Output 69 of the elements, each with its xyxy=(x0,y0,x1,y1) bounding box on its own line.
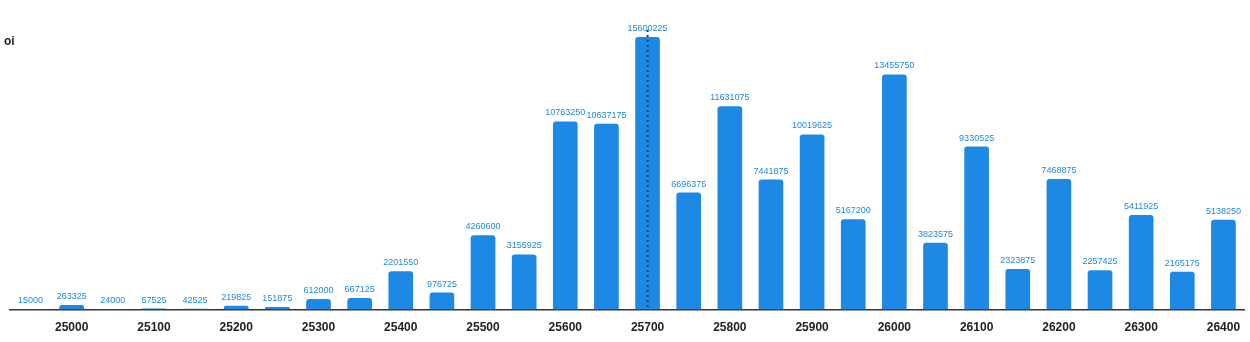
bar xyxy=(1128,215,1154,310)
data-label: 5167200 xyxy=(835,205,871,216)
x-tick-label: 26400 xyxy=(1206,320,1241,335)
x-tick-label: 25500 xyxy=(466,320,501,335)
data-label: 612000 xyxy=(303,284,334,295)
x-tick-label: 25100 xyxy=(137,320,171,335)
data-label: 7441875 xyxy=(753,165,789,176)
bar xyxy=(1087,270,1113,310)
data-label: 10763250 xyxy=(545,107,586,118)
bar xyxy=(594,123,619,310)
data-label: 11631075 xyxy=(710,92,750,103)
data-label: 3823575 xyxy=(917,228,954,239)
bar xyxy=(635,36,660,310)
data-label: 42525 xyxy=(182,294,208,305)
x-tick-label: 25900 xyxy=(795,320,830,335)
data-label: 15000 xyxy=(18,295,44,306)
x-tick-label: 25000 xyxy=(55,320,89,335)
data-label: 5138250 xyxy=(1205,205,1241,216)
bar xyxy=(882,74,907,310)
x-tick-label: 26300 xyxy=(1124,320,1159,335)
data-label: 6696375 xyxy=(671,178,707,189)
x-tick-label: 26100 xyxy=(959,320,994,335)
bar xyxy=(347,297,372,310)
data-label: 10019625 xyxy=(792,120,833,131)
data-label: 2257425 xyxy=(1082,256,1118,267)
bar xyxy=(758,179,784,310)
bar xyxy=(1211,219,1236,310)
x-tick-label: 25600 xyxy=(548,320,583,335)
bar xyxy=(429,292,455,310)
y-axis-title: oi xyxy=(4,34,15,49)
x-tick-label: 26200 xyxy=(1042,320,1076,335)
x-tick-label: 25400 xyxy=(384,320,418,335)
data-label: 4260600 xyxy=(465,221,501,232)
x-tick-label: 25800 xyxy=(713,320,747,335)
data-label: 10637175 xyxy=(586,109,627,120)
bar xyxy=(676,192,702,310)
bar xyxy=(964,146,989,310)
data-label: 13455750 xyxy=(874,60,915,71)
data-label: 151875 xyxy=(262,292,293,303)
data-label: 263325 xyxy=(56,290,87,301)
bar xyxy=(388,271,414,310)
data-label: 5411925 xyxy=(1123,201,1159,212)
data-label: 7468875 xyxy=(1041,165,1077,176)
bar xyxy=(1169,271,1195,310)
bar xyxy=(1005,268,1031,310)
bar xyxy=(799,134,825,310)
data-label: 2165175 xyxy=(1164,257,1200,268)
data-label: 9330525 xyxy=(959,132,995,143)
bar xyxy=(306,298,331,310)
data-label: 24000 xyxy=(100,295,126,306)
bar xyxy=(552,121,578,310)
data-label: 976725 xyxy=(426,278,457,289)
bar xyxy=(470,235,496,310)
bar xyxy=(923,242,948,310)
data-label: 2201550 xyxy=(383,257,419,268)
data-label: 3155925 xyxy=(506,240,542,251)
data-label: 15600225 xyxy=(627,22,668,33)
x-tick-label: 25300 xyxy=(301,320,336,335)
x-tick-label: 25700 xyxy=(630,320,665,335)
data-label: 57525 xyxy=(141,294,167,305)
bar xyxy=(511,254,537,310)
data-label: 219825 xyxy=(221,291,252,302)
data-label: 2323875 xyxy=(1000,254,1036,265)
x-tick-label: 25200 xyxy=(219,320,254,335)
bar xyxy=(1046,179,1072,310)
bar xyxy=(717,106,743,310)
bar xyxy=(840,219,866,310)
x-tick-label: 26000 xyxy=(877,320,912,335)
data-label: 667125 xyxy=(344,283,375,294)
